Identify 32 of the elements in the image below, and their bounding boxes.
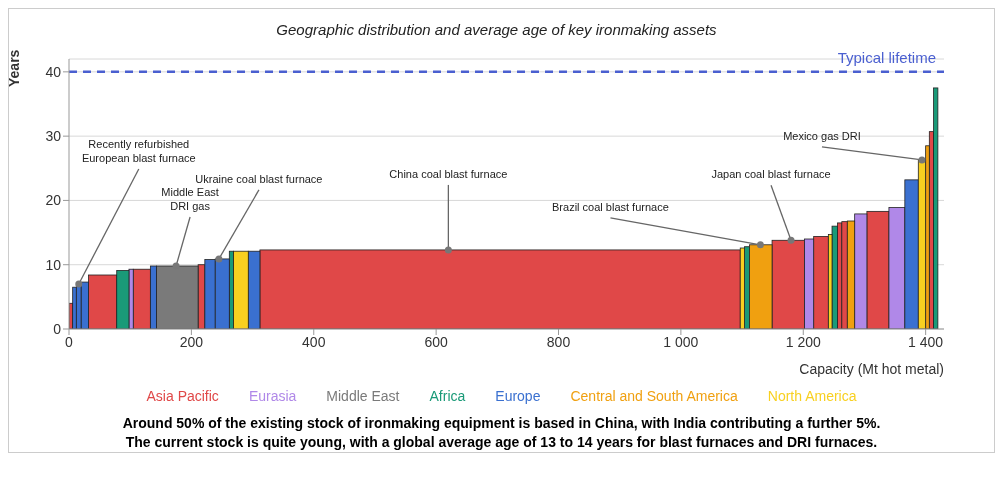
x-axis-title: Capacity (Mt hot metal): [799, 361, 944, 377]
text: Central and South America: [570, 388, 738, 404]
y-tick-label: 10: [45, 256, 62, 273]
text: Europe: [495, 388, 541, 404]
annotation: Japan coal blast furnace: [711, 168, 831, 181]
text: Africa: [429, 388, 466, 404]
text: North America: [767, 388, 857, 404]
text: Middle East: [326, 388, 400, 404]
chart-title: Geographic distribution and average age of key ironmaking assets: [275, 21, 718, 38]
y-tick-label: 40: [45, 63, 62, 80]
y-tick-label: 20: [45, 192, 62, 209]
text: Asia Pacific: [146, 388, 219, 404]
x-tick-label: 800: [546, 333, 571, 350]
text: Around 50% of the existing stock of ironmaking equipment is based in China, with India contributing a further 5%. The current stock is quite young, with a global average age of 13 to 14 years for blast furnaces and DRI furnaces.: [121, 414, 882, 452]
ref-line-label: Typical lifetime: [837, 48, 936, 66]
y-tick-label: 30: [45, 128, 62, 145]
annotation: Brazil coal blast furnace: [552, 200, 669, 213]
x-tick-label: 600: [424, 333, 449, 350]
y-axis-title: Years: [5, 49, 22, 87]
annotation: Ukraine coal blast furnace: [195, 172, 323, 185]
y-tick-label: 0: [53, 320, 62, 337]
text: Eurasia: [248, 388, 297, 404]
annotation: Recently refurbished European blast furnace: [81, 138, 196, 164]
annotation: Middle East DRI gas: [161, 186, 219, 212]
annotation: Mexico gas DRI: [783, 129, 861, 142]
x-tick-label: 200: [179, 333, 204, 350]
x-tick-label: 1 400: [908, 333, 944, 350]
x-tick-label: 0: [65, 333, 74, 350]
x-tick-label: 1 200: [785, 333, 821, 350]
annotation: China coal blast furnace: [389, 167, 508, 180]
x-tick-label: 1 000: [663, 333, 699, 350]
x-tick-label: 400: [302, 333, 326, 350]
